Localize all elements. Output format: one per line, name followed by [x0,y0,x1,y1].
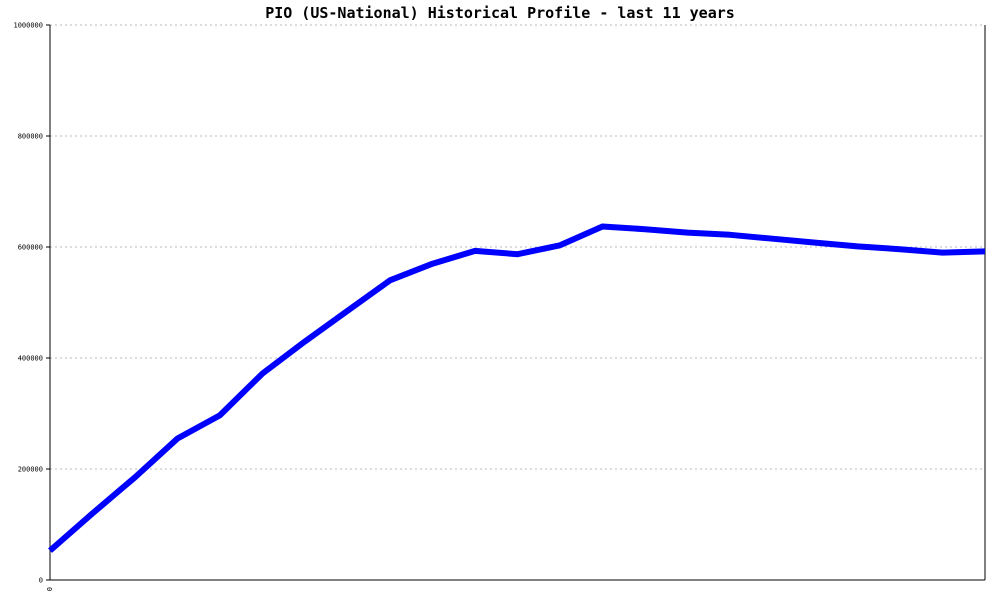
y-tick-label: 800000 [18,133,43,141]
series-lines [48,223,986,553]
series-line-0 [48,223,986,553]
y-tick-label: 600000 [18,244,43,252]
y-tick-label: 1000000 [13,22,43,30]
y-tick-label: 0 [39,577,43,585]
y-tick-label: 200000 [18,466,43,474]
tick-labels: 0 200000 400000 600000 800000 1000000 0 [13,22,54,592]
gridlines [50,24,985,470]
axes [49,25,986,581]
chart-title: PIO (US-National) Historical Profile - l… [265,4,735,22]
x-tick-label: 0 [46,587,54,591]
y-tick-label: 400000 [18,355,43,363]
